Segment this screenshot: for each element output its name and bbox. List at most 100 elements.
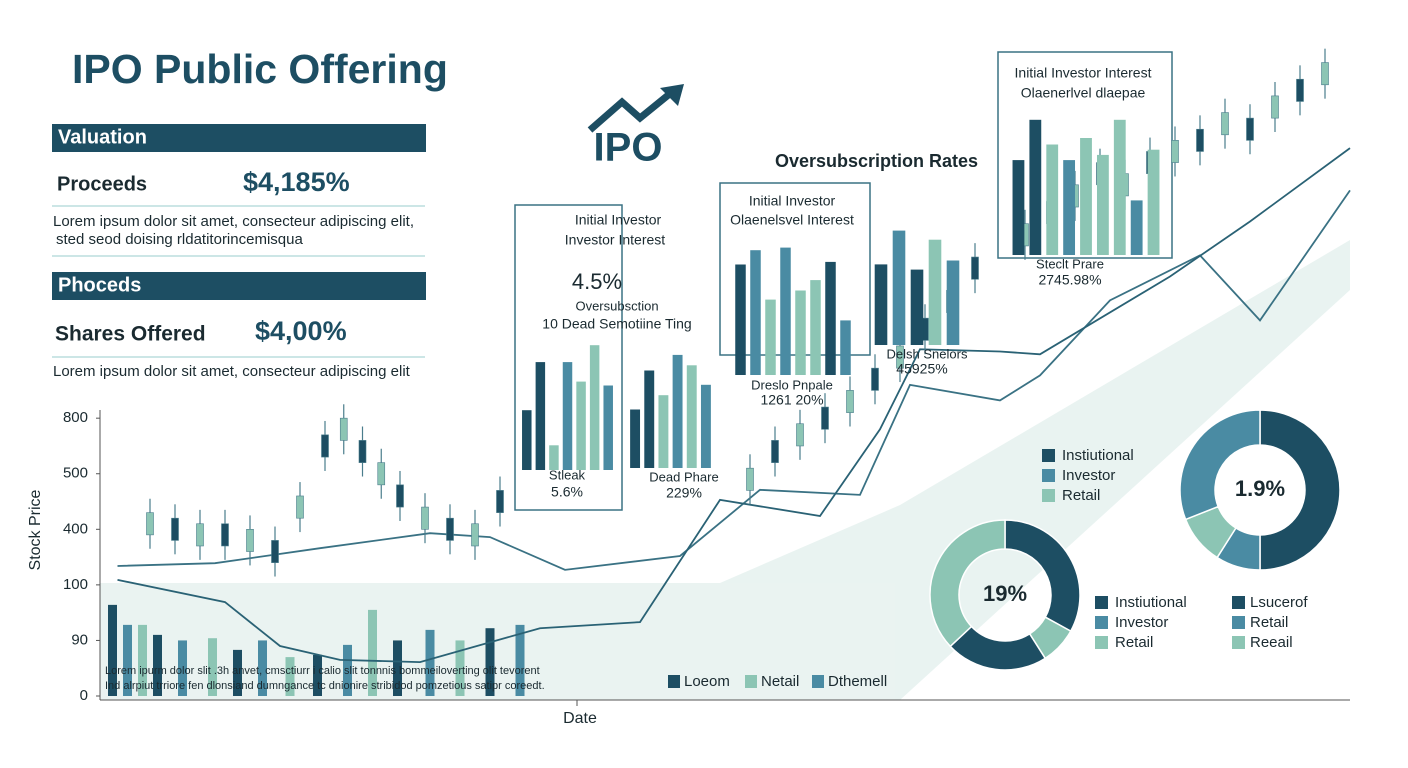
legend-swatch: [1042, 469, 1055, 482]
callout-box: [514, 204, 623, 511]
panel-label: Proceeds: [57, 173, 147, 195]
candle-body: [1171, 140, 1179, 163]
candle-body: [821, 406, 829, 430]
legend-label: Instiutional: [1115, 594, 1187, 611]
bar: [425, 629, 435, 696]
y-tick-label: 800: [63, 409, 88, 426]
annotation: Investor Interest: [565, 232, 665, 248]
annotation: 2745.98%: [1038, 272, 1101, 288]
legend-swatch: [1095, 596, 1108, 609]
y-tick-label: 500: [63, 465, 88, 482]
annotation: Dreslo Pnpale: [751, 377, 833, 392]
candle-body: [871, 367, 879, 391]
candle-body: [321, 434, 329, 458]
candle-body: [1221, 112, 1229, 136]
cluster-bar: [780, 247, 791, 375]
candle-body: [796, 423, 804, 447]
donut-segment: [1004, 519, 1081, 633]
bar: [138, 624, 147, 696]
annotation: Stleak: [549, 467, 586, 482]
donut-segment: [929, 519, 1006, 648]
cluster-bar: [910, 269, 924, 345]
bar: [368, 609, 377, 696]
candle-body: [271, 540, 279, 563]
cluster-bar: [658, 395, 669, 468]
cluster-bar: [1029, 119, 1042, 255]
cluster-bar: [686, 365, 697, 468]
bar: [455, 640, 465, 696]
donut-center-label: 1.9%: [1235, 476, 1285, 501]
cluster-bar: [603, 385, 613, 470]
legend-label: Investor: [1115, 614, 1168, 631]
cluster-bar: [928, 239, 942, 345]
donut-segment: [1259, 409, 1341, 571]
bar: [515, 624, 525, 696]
panel-text: Lorem ipsum dolor sit amet, consecteur a…: [53, 363, 411, 380]
shaded-area: [100, 583, 895, 700]
annotation: Ind alrpiut trriore fen dlonsiand dumnga…: [105, 680, 545, 692]
cluster-bar: [765, 299, 776, 375]
annotation: Initial Investor Interest: [1015, 65, 1152, 81]
bar: [485, 628, 495, 696]
y-tick-label: 100: [63, 576, 88, 593]
candle-body: [1246, 117, 1254, 141]
cluster-bar: [1063, 160, 1076, 255]
candle-body: [1271, 95, 1279, 119]
cluster-bar: [892, 230, 906, 345]
cluster-bar: [735, 264, 746, 375]
candle-body: [1196, 128, 1204, 152]
candle-body: [1321, 62, 1329, 86]
cluster-bar: [1130, 200, 1143, 255]
cluster-bar: [562, 362, 573, 470]
annotation: Delsh Snelors: [887, 346, 968, 361]
legend-label: Retail: [1062, 487, 1100, 504]
panel-heading: Valuation: [58, 126, 147, 148]
y-axis-label: Stock Price: [27, 489, 44, 570]
bar: [285, 657, 295, 696]
candle-body: [221, 523, 229, 547]
legend-swatch: [745, 675, 757, 688]
page-title: IPO Public Offering: [72, 46, 448, 92]
cluster-bar: [825, 261, 836, 375]
y-tick-label: 0: [80, 687, 88, 704]
cluster-bar: [1080, 138, 1092, 255]
legend-label: Retail: [1115, 634, 1153, 651]
bar: [208, 638, 217, 696]
y-tick-label: 90: [71, 631, 88, 648]
legend-swatch: [812, 675, 824, 688]
candle-body: [771, 440, 779, 463]
panel-heading-bar: [52, 124, 426, 152]
annotation: 229%: [666, 485, 702, 501]
cluster-bar: [576, 381, 586, 470]
annotation: 5.6%: [551, 484, 583, 500]
annotation: Initial Investor: [749, 193, 836, 209]
x-axis-label: Date: [563, 710, 597, 727]
panel-heading: Phoceds: [58, 274, 141, 296]
annotation: Dead Phare: [649, 469, 718, 484]
candle-body: [896, 345, 904, 369]
candle-body: [196, 523, 204, 547]
line-series: [117, 147, 1351, 664]
annotation: Olaenelsvel Interest: [730, 212, 854, 228]
y-tick-label: 400: [63, 520, 88, 537]
cluster-bar: [522, 410, 532, 470]
bar: [393, 640, 402, 696]
candle-body: [471, 523, 479, 547]
annotation: 45925%: [896, 361, 947, 377]
legend-swatch: [1042, 449, 1055, 462]
candle-body: [446, 517, 454, 541]
cluster-bar: [946, 260, 960, 345]
panel-heading-bar: [52, 272, 426, 300]
candle-body: [339, 417, 348, 441]
cluster-bar: [750, 250, 761, 375]
candle-body: [1296, 78, 1304, 102]
panel-text: sted seod doising rldatitorincemisqua: [56, 231, 303, 248]
legend-label: Dthemell: [828, 673, 887, 690]
legend-label: Loeom: [684, 673, 730, 690]
logo-arrowhead: [660, 84, 684, 106]
bar: [153, 634, 162, 696]
legend-swatch: [668, 675, 680, 688]
legend-swatch: [1095, 616, 1108, 629]
panel-value: $4,185%: [243, 167, 350, 197]
